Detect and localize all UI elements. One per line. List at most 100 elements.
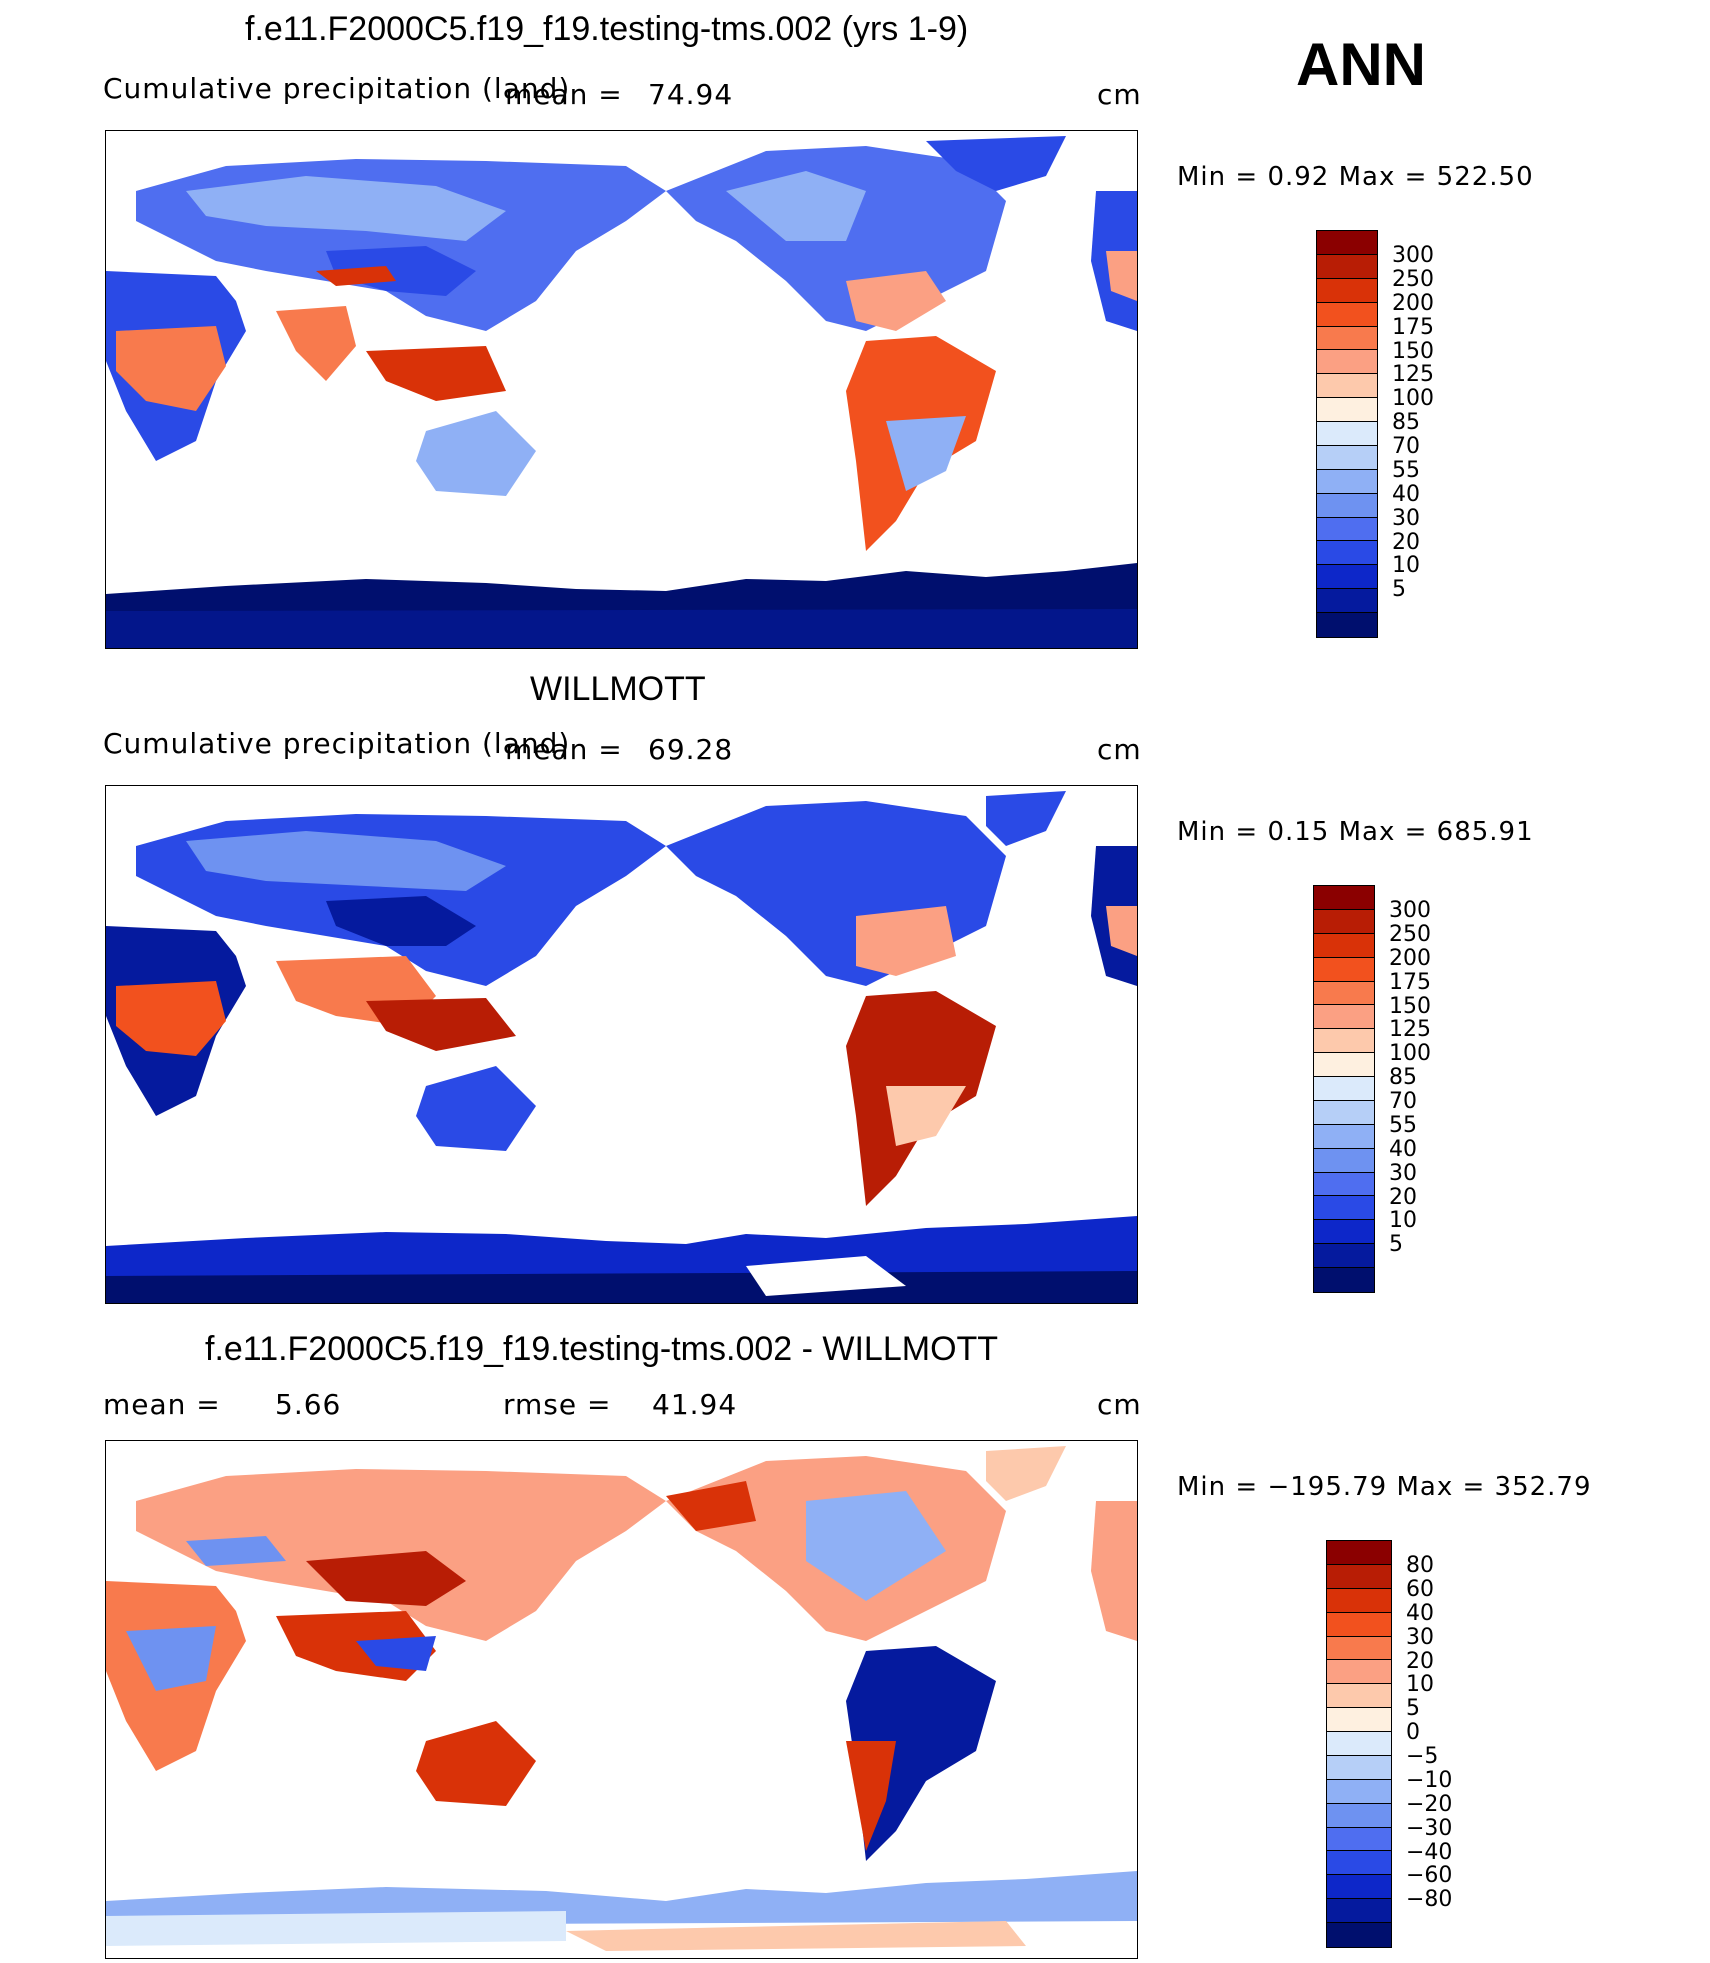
colorbar-segment [1327, 1636, 1391, 1661]
panel3-map-svg [106, 1446, 1137, 1951]
colorbar-tick-label: −40 [1406, 1839, 1453, 1865]
colorbar-tick-label: 10 [1392, 553, 1420, 579]
panel3-mean-value: 5.66 [275, 1388, 342, 1421]
colorbar-segment [1317, 350, 1377, 375]
colorbar-segment [1314, 933, 1374, 958]
colorbar-tick-label: 125 [1389, 1017, 1431, 1043]
panel2-mean-label: mean = [505, 733, 623, 766]
colorbar-segment [1317, 302, 1377, 327]
colorbar-segment [1314, 1077, 1374, 1101]
panel3-mean-label: mean = [103, 1388, 221, 1421]
panel3-rmse-value: 41.94 [652, 1388, 738, 1421]
colorbar-segment [1317, 254, 1377, 279]
panel3-title: f.e11.F2000C5.f19_f19.testing-tms.002 - … [205, 1330, 999, 1368]
colorbar-segment [1314, 1148, 1374, 1173]
colorbar-tick-label: 250 [1392, 266, 1434, 292]
panel2-variable-label: Cumulative precipitation (land) [103, 727, 571, 760]
colorbar-tick-label: 40 [1392, 481, 1420, 507]
colorbar-tick-label: −80 [1406, 1887, 1453, 1913]
colorbar-segment [1327, 1899, 1391, 1923]
australia-region [416, 411, 536, 496]
colorbar-segment [1327, 1779, 1391, 1804]
colorbar-segment [1314, 886, 1374, 910]
colorbar-tick-label: 125 [1392, 362, 1434, 388]
panel3-minmax: Min = −195.79 Max = 352.79 [1177, 1472, 1592, 1502]
panel1-map-svg [106, 136, 1137, 648]
colorbar-tick-label: 20 [1389, 1184, 1417, 1210]
australia-region [416, 1066, 536, 1151]
colorbar-segment [1314, 957, 1374, 982]
colorbar-tick-label: 200 [1392, 290, 1434, 316]
colorbar-segment [1314, 1196, 1374, 1221]
panel3-units: cm [1097, 1388, 1142, 1421]
colorbar-tick-label: 70 [1392, 434, 1420, 460]
colorbar-tick-label: 20 [1392, 529, 1420, 555]
colorbar-tick-label: 10 [1406, 1672, 1434, 1698]
colorbar-segment [1327, 1755, 1391, 1780]
colorbar-segment [1317, 589, 1377, 613]
colorbar-tick-label: 60 [1406, 1576, 1434, 1602]
colorbar-segment [1314, 1053, 1374, 1077]
colorbar-segment [1314, 1124, 1374, 1149]
colorbar-segment [1327, 1660, 1391, 1685]
colorbar-tick-label: 20 [1406, 1648, 1434, 1674]
panel1-variable-label: Cumulative precipitation (land) [103, 72, 571, 105]
colorbar-segment [1317, 517, 1377, 542]
panel2-map [105, 785, 1138, 1304]
colorbar-segment [1327, 1684, 1391, 1709]
colorbar-segment [1314, 1244, 1374, 1268]
colorbar-tick-label: 200 [1389, 945, 1431, 971]
colorbar-segment [1327, 1875, 1391, 1900]
colorbar-segment [1314, 1005, 1374, 1030]
colorbar-tick-label: 100 [1389, 1041, 1431, 1067]
colorbar-tick-label: 5 [1389, 1232, 1403, 1258]
panel1-title: f.e11.F2000C5.f19_f19.testing-tms.002 (y… [245, 10, 969, 48]
colorbar-segment [1314, 981, 1374, 1006]
colorbar-segment [1327, 1732, 1391, 1756]
colorbar-segment [1317, 422, 1377, 446]
panel1-map [105, 130, 1138, 649]
colorbar-tick-label: 10 [1389, 1208, 1417, 1234]
colorbar-tick-label: 55 [1389, 1112, 1417, 1138]
colorbar-tick-label: 40 [1406, 1600, 1434, 1626]
greenland-region [986, 791, 1066, 846]
colorbar-segment [1317, 326, 1377, 351]
colorbar-tick-label: 5 [1406, 1696, 1420, 1722]
panel3-colorbar [1326, 1540, 1392, 1948]
panel2-colorbar [1313, 885, 1375, 1293]
colorbar-tick-label: 300 [1392, 243, 1434, 268]
greenland-region [986, 1446, 1066, 1501]
panel1-minmax: Min = 0.92 Max = 522.50 [1177, 162, 1534, 192]
colorbar-segment [1314, 1268, 1374, 1292]
colorbar-tick-label: −5 [1406, 1744, 1439, 1770]
colorbar-tick-label: 70 [1389, 1089, 1417, 1115]
colorbar-segment [1327, 1827, 1391, 1852]
panel1-mean-value: 74.94 [648, 78, 734, 111]
colorbar-segment [1314, 1029, 1374, 1054]
colorbar-tick-label: 5 [1392, 577, 1406, 603]
colorbar-segment [1327, 1803, 1391, 1828]
colorbar-segment [1317, 374, 1377, 399]
colorbar-segment [1314, 909, 1374, 934]
colorbar-segment [1314, 1100, 1374, 1125]
colorbar-segment [1327, 1708, 1391, 1732]
south-asia-region [276, 306, 356, 381]
colorbar-tick-label: 30 [1392, 505, 1420, 531]
panel2-mean-value: 69.28 [648, 733, 734, 766]
panel2-map-svg [106, 791, 1137, 1303]
colorbar-tick-label: 0 [1406, 1720, 1420, 1746]
colorbar-segment [1327, 1588, 1391, 1613]
colorbar-tick-label: 250 [1389, 921, 1431, 947]
colorbar-tick-label: 40 [1389, 1136, 1417, 1162]
colorbar-segment [1314, 1220, 1374, 1245]
colorbar-tick-label: 80 [1406, 1553, 1434, 1578]
colorbar-segment [1317, 541, 1377, 566]
colorbar-segment [1327, 1612, 1391, 1637]
colorbar-tick-label: 150 [1392, 338, 1434, 364]
colorbar-segment [1327, 1564, 1391, 1589]
panel2-title: WILLMOTT [530, 670, 706, 708]
colorbar-segment [1317, 398, 1377, 422]
colorbar-segment [1327, 1541, 1391, 1565]
colorbar-tick-label: 55 [1392, 457, 1420, 483]
colorbar-segment [1314, 1172, 1374, 1197]
